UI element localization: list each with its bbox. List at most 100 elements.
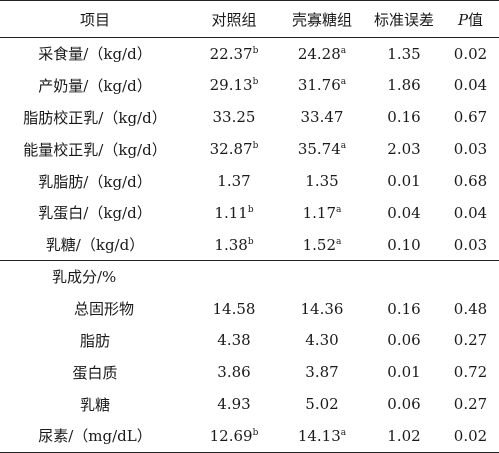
treatment-superscript: a <box>336 204 342 215</box>
control-value: 12.69 <box>209 426 253 445</box>
treatment-value: 35.74 <box>297 140 341 159</box>
row-treatment: 31.76a <box>278 69 366 101</box>
table-row: 蛋白质 3.86 3.87 0.01 0.72 <box>0 356 499 388</box>
row-item: 脂肪 <box>79 331 110 350</box>
control-value: 22.37 <box>209 44 253 63</box>
row-sem: 0.01 <box>387 363 421 382</box>
row-p: 0.02 <box>442 420 499 453</box>
header-treatment: 壳寡糖组 <box>278 0 366 38</box>
treatment-superscript: a <box>340 45 347 56</box>
row-item: 乳糖 <box>79 395 110 414</box>
control-superscript: b <box>247 204 254 215</box>
row-p: 0.27 <box>453 395 488 414</box>
treatment-value: 14.36 <box>300 299 344 318</box>
row-control: 33.25 <box>190 101 278 133</box>
treatment-value: 1.52 <box>302 235 337 254</box>
table-row: 产奶量/（kg/d） 29.13b 31.76a 1.86 0.04 <box>0 69 499 101</box>
row-control: 32.87b <box>190 133 278 165</box>
table-body: 采食量/（kg/d） 22.37b 24.28a 1.35 0.02 产奶量/（… <box>0 38 499 453</box>
treatment-superscript: a <box>340 141 347 152</box>
section-label: 乳成分/% <box>0 260 190 293</box>
row-treatment: 1.52a <box>278 229 366 261</box>
control-value: 4.38 <box>217 331 251 350</box>
row-p: 0.67 <box>453 108 488 127</box>
control-superscript: b <box>252 77 259 88</box>
row-item: 乳脂肪/（kg/d） <box>38 172 152 191</box>
row-treatment: 33.47 <box>278 101 366 133</box>
header-p-suffix: 值 <box>468 10 484 29</box>
row-p: 0.04 <box>453 203 488 222</box>
row-sem: 2.03 <box>387 140 421 159</box>
row-p: 0.27 <box>453 331 488 350</box>
header-p-value: P值 <box>442 0 499 38</box>
row-treatment: 14.13a <box>278 420 366 453</box>
control-value: 32.87 <box>209 140 253 159</box>
row-p: 0.03 <box>453 235 488 254</box>
row-control: 1.37 <box>190 165 278 197</box>
row-sem: 0.10 <box>387 235 421 254</box>
row-sem: 1.02 <box>366 420 442 453</box>
row-treatment: 24.28a <box>278 38 366 70</box>
row-treatment: 14.36 <box>278 293 366 325</box>
treatment-value: 1.35 <box>305 172 339 190</box>
treatment-value: 14.13 <box>297 426 341 445</box>
row-p: 0.48 <box>453 299 488 318</box>
control-superscript: b <box>247 236 254 247</box>
control-value: 1.37 <box>217 172 251 190</box>
table-row: 尿素/（mg/dL） 12.69b 14.13a 1.02 0.02 <box>0 420 499 453</box>
section-row: 乳成分/% <box>0 260 499 293</box>
row-control: 4.38 <box>190 325 278 357</box>
treatment-value: 4.30 <box>305 331 339 350</box>
control-value: 14.58 <box>212 299 256 318</box>
table-row: 脂肪 4.38 4.30 0.06 0.27 <box>0 325 499 357</box>
row-treatment: 3.87 <box>278 356 366 388</box>
header-item: 项目 <box>0 0 190 38</box>
row-item: 尿素/（mg/dL） <box>0 420 190 453</box>
row-treatment: 1.35 <box>278 165 366 197</box>
row-item: 能量校正乳/（kg/d） <box>23 140 167 159</box>
row-p: 0.03 <box>453 140 488 159</box>
row-sem: 0.16 <box>387 108 421 127</box>
row-item: 蛋白质 <box>72 363 118 382</box>
row-control: 12.69b <box>190 420 278 453</box>
table-row: 采食量/（kg/d） 22.37b 24.28a 1.35 0.02 <box>0 38 499 70</box>
row-p: 0.04 <box>453 76 488 95</box>
control-superscript: b <box>252 427 259 438</box>
row-control: 4.93 <box>190 388 278 420</box>
row-item: 乳蛋白/（kg/d） <box>38 204 152 223</box>
treatment-superscript: a <box>336 236 342 247</box>
row-sem: 1.86 <box>387 76 421 95</box>
treatment-value: 33.47 <box>300 108 344 127</box>
control-value: 29.13 <box>209 76 253 95</box>
row-control: 3.86 <box>190 356 278 388</box>
row-control: 1.11b <box>190 197 278 229</box>
header-row: 项目 对照组 壳寡糖组 标准误差 P值 <box>0 0 499 38</box>
control-value: 1.38 <box>214 235 248 254</box>
table-row: 乳糖 4.93 5.02 0.06 0.27 <box>0 388 499 420</box>
row-treatment: 1.17a <box>278 197 366 229</box>
table-row: 脂肪校正乳/（kg/d） 33.25 33.47 0.16 0.67 <box>0 101 499 133</box>
row-item: 乳糖/（kg/d） <box>45 236 145 255</box>
treatment-value: 24.28 <box>297 44 341 63</box>
table-row: 乳脂肪/（kg/d） 1.37 1.35 0.01 0.68 <box>0 165 499 197</box>
treatment-value: 5.02 <box>305 395 339 414</box>
treatment-value: 3.87 <box>305 363 339 382</box>
row-p: 0.72 <box>453 363 488 382</box>
row-control: 29.13b <box>190 69 278 101</box>
header-control: 对照组 <box>190 0 278 38</box>
row-treatment: 4.30 <box>278 325 366 357</box>
control-value: 1.11 <box>214 203 248 222</box>
row-sem: 0.06 <box>387 331 421 350</box>
table-row: 能量校正乳/（kg/d） 32.87b 35.74a 2.03 0.03 <box>0 133 499 165</box>
treatment-superscript: a <box>340 77 347 88</box>
row-item: 总固形物 <box>74 300 135 319</box>
control-superscript: b <box>252 141 259 152</box>
row-sem: 1.35 <box>387 44 421 63</box>
control-value: 33.25 <box>212 108 256 127</box>
row-treatment: 35.74a <box>278 133 366 165</box>
row-treatment: 5.02 <box>278 388 366 420</box>
row-item: 采食量/（kg/d） <box>38 45 152 64</box>
row-sem: 0.06 <box>387 395 421 414</box>
